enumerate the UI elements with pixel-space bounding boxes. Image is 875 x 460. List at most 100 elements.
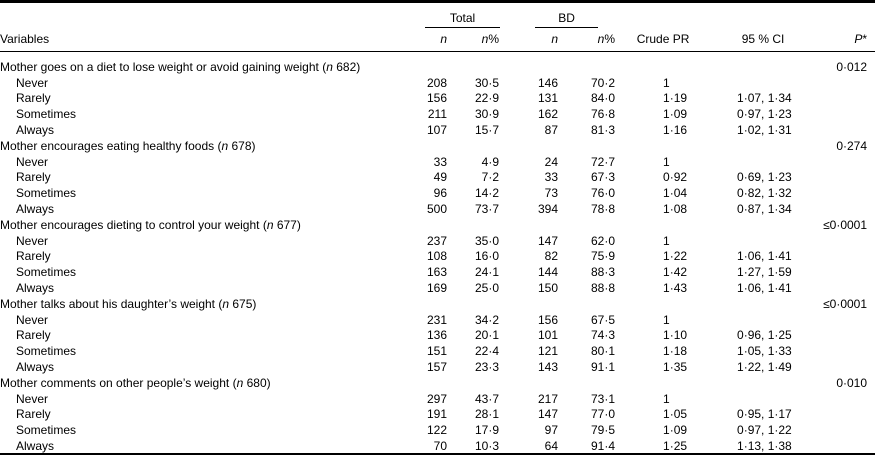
data-row: Sometimes 151 22·4 121 80·1 1·18 1·05, 1·33	[0, 344, 875, 360]
total-n-cell: 169	[426, 281, 447, 296]
p-empty-cell	[818, 312, 875, 328]
bd-pct-cell: 88·8	[591, 281, 616, 296]
total-pct-cell: 23·3	[474, 360, 500, 375]
bd-n-cell: 131	[537, 91, 559, 106]
bd-pct-cell: 67·5	[591, 312, 616, 327]
section-p-value: ≤0·0001	[823, 217, 868, 232]
total-n-cell: 237	[426, 233, 447, 248]
total-pct-cell: 20·1	[474, 328, 500, 343]
table-body: Mother goes on a diet to lose weight or …	[0, 52, 875, 455]
total-pct-cell: 34·2	[474, 312, 500, 327]
data-row: Always 169 25·0 150 88·8 1·43 1·06, 1·41	[0, 281, 875, 297]
bd-group-header-cell: BD	[502, 2, 618, 28]
p-empty-cell	[818, 360, 875, 376]
section-p-value: 0·012	[836, 60, 868, 75]
bd-pct-cell: 62·0	[591, 233, 616, 248]
bd-n-cell: 217	[537, 391, 559, 406]
ci-cell: 0·95, 1·17	[737, 407, 792, 422]
n-symbol: n	[440, 32, 447, 46]
data-row: Always 107 15·7 87 81·3 1·16 1·02, 1·31	[0, 123, 875, 139]
crude-pr-cell: 1·10	[663, 328, 688, 343]
crude-pr-cell: 1·25	[663, 438, 688, 453]
col-header-bd-n: n	[502, 28, 561, 52]
row-label: Sometimes	[16, 107, 77, 122]
row-label: Rarely	[16, 407, 51, 422]
total-pct-cell: 30·5	[474, 75, 500, 90]
bd-pct-cell: 70·2	[591, 75, 616, 90]
n-symbol: n	[221, 138, 229, 153]
total-n-cell: 70	[433, 438, 447, 453]
crude-pr-cell: 1	[663, 391, 670, 406]
ci-cell	[708, 233, 818, 249]
row-label: Rarely	[16, 328, 51, 343]
p-empty-cell	[818, 107, 875, 123]
total-n-cell: 33	[433, 154, 447, 169]
bd-n-cell: 150	[537, 281, 559, 296]
crude-pr-cell: 1·08	[663, 202, 688, 217]
crude-pr-cell: 1·04	[663, 186, 688, 201]
bd-pct-cell: 91·4	[591, 438, 616, 453]
bd-group-label: BD	[558, 10, 575, 25]
p-symbol: P	[854, 32, 863, 46]
bd-n-cell: 143	[537, 360, 559, 375]
section-p-value: 0·010	[836, 375, 868, 390]
ci-cell	[708, 312, 818, 328]
section-title: Mother comments on other people’s weight…	[0, 375, 271, 390]
total-n-cell: 163	[426, 265, 447, 280]
p-empty-cell	[818, 186, 875, 202]
ci-cell: 1·06, 1·41	[737, 249, 792, 264]
p-empty-cell	[818, 407, 875, 423]
bd-n-cell: 101	[537, 328, 559, 343]
total-n-cell: 136	[426, 328, 447, 343]
ci-cell	[708, 75, 818, 91]
row-label: Sometimes	[16, 186, 77, 201]
total-n-cell: 297	[426, 391, 447, 406]
ci-cell: 1·02, 1·31	[737, 123, 792, 138]
row-label: Rarely	[16, 170, 51, 185]
total-pct-cell: 16·0	[474, 249, 500, 264]
p-empty-cell	[818, 202, 875, 218]
crude-pr-cell: 1·19	[663, 91, 688, 106]
row-label: Always	[16, 360, 55, 375]
crude-pr-cell: 1	[663, 154, 670, 169]
crude-pr-cell: 1·22	[663, 249, 688, 264]
column-header-row: Variables n n% n n% Crude PR 95 % CI P*	[0, 28, 875, 52]
bd-n-cell: 394	[537, 202, 559, 217]
p-empty-cell	[818, 91, 875, 107]
bd-pct-cell: 74·3	[591, 328, 616, 343]
bd-n-cell: 24	[544, 154, 559, 169]
pct-symbol: %	[604, 32, 616, 46]
bd-n-cell: 147	[537, 233, 559, 248]
p-empty-cell	[818, 170, 875, 186]
bd-n-cell: 144	[537, 265, 559, 280]
ci-cell: 0·69, 1·23	[737, 170, 792, 185]
bd-n-cell: 146	[537, 75, 559, 90]
n-symbol: n	[326, 60, 333, 75]
ci-cell: 1·06, 1·41	[737, 281, 792, 296]
col-header-variables: Variables	[0, 32, 50, 46]
bd-group-header: BD	[535, 10, 599, 28]
crude-pr-cell: 1	[663, 75, 670, 90]
p-empty-cell	[818, 423, 875, 439]
p-empty-cell	[818, 439, 875, 455]
total-n-cell: 108	[426, 249, 447, 264]
crude-pr-cell: 1·09	[663, 423, 688, 438]
crude-pr-cell: 1·42	[663, 265, 688, 280]
n-symbol: n	[236, 375, 244, 390]
row-label: Never	[16, 312, 49, 327]
bd-n-cell: 162	[537, 107, 559, 122]
col-header-total-pct: n%	[450, 28, 502, 52]
data-row: Never 237 35·0 147 62·0 1	[0, 233, 875, 249]
bd-pct-cell: 91·1	[591, 360, 616, 375]
bd-pct-cell: 75·9	[591, 249, 616, 264]
row-label: Rarely	[16, 91, 51, 106]
n-symbol: n	[597, 32, 605, 46]
ci-cell	[708, 391, 818, 407]
col-header-bd-pct: n%	[561, 28, 618, 52]
ci-cell: 1·22, 1·49	[737, 360, 792, 375]
data-row: Never 33 4·9 24 72·7 1	[0, 154, 875, 170]
p-empty-cell	[818, 75, 875, 91]
ci-cell: 0·82, 1·32	[737, 186, 792, 201]
section-p-value: 0·274	[836, 138, 868, 153]
